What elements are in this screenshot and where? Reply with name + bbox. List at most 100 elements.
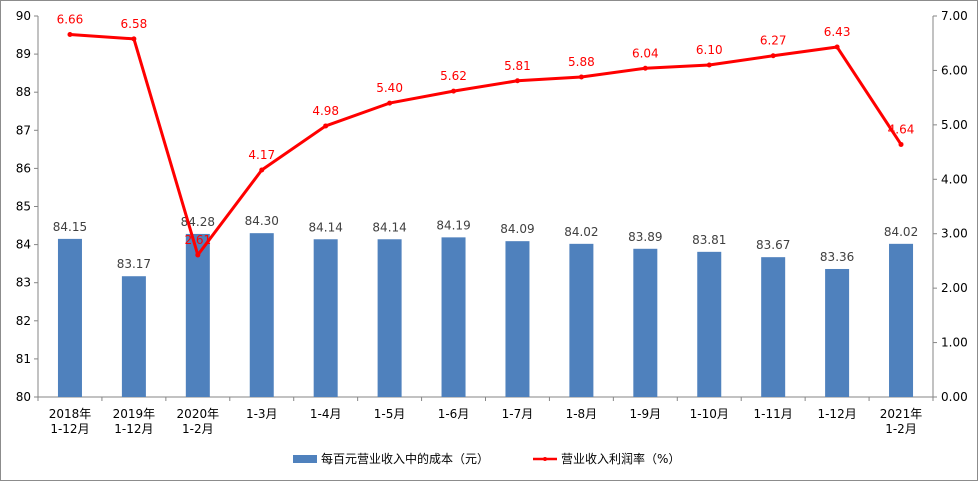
x-tick-label: 1-10月 <box>690 407 729 421</box>
line-data-label: 2.61 <box>184 233 211 247</box>
line-path <box>69 33 903 257</box>
bar <box>313 239 338 397</box>
y-left-tick-label: 82 <box>16 314 31 328</box>
y-left-tick-label: 80 <box>16 390 31 404</box>
line-point <box>898 141 904 147</box>
x-tick-label: 1-6月 <box>438 407 470 421</box>
y-left-tick-label: 86 <box>16 161 31 175</box>
bar <box>761 257 786 397</box>
bar-data-label: 84.02 <box>564 225 598 239</box>
bar-data-label: 84.14 <box>308 220 342 234</box>
bar <box>57 238 82 397</box>
line-data-label: 6.27 <box>760 34 787 48</box>
bar-data-label: 83.36 <box>820 250 854 264</box>
x-tick-label: 1-12月 <box>817 407 856 421</box>
line-point <box>770 53 776 59</box>
x-tick-label: 2018年 1-12月 <box>49 407 92 436</box>
x-tick-label: 1-7月 <box>502 407 534 421</box>
axes: 80 81 82 83 84 85 86 87 88 89 90 0.00 1.00 2.00 3.00 4.… <box>16 9 968 404</box>
legend-bar-swatch <box>293 455 317 463</box>
x-tick-label: 1-3月 <box>246 407 278 421</box>
y-right-tick-label: 4.00 <box>941 172 968 186</box>
y-left-tick-label: 84 <box>16 238 31 252</box>
line-data-label: 6.43 <box>824 25 851 39</box>
line-data-label: 6.10 <box>696 43 723 57</box>
line-point <box>195 252 201 258</box>
line-point <box>259 167 265 173</box>
bar-data-label: 83.67 <box>756 238 790 252</box>
bar <box>697 251 722 397</box>
line-point <box>642 65 648 71</box>
legend-bar-label: 每百元营业收入中的成本（元） <box>321 451 489 466</box>
line-point <box>67 32 73 38</box>
line-series <box>67 32 904 258</box>
x-tick-label: 2021年 1-2月 <box>880 407 923 436</box>
bar-data-label: 83.17 <box>117 257 151 271</box>
line-data-label: 5.40 <box>376 81 403 95</box>
bar-data-label: 84.14 <box>372 220 406 234</box>
x-tick-label: 2020年 1-2月 <box>177 407 220 436</box>
y-left-tick-label: 83 <box>16 276 31 290</box>
line-data-label: 5.62 <box>440 69 467 83</box>
line-data-label: 4.17 <box>248 148 275 162</box>
line-labels: 6.66 6.58 2.61 4.17 4.98 5.40 5.62 5.81 5.88 6.04… <box>57 13 915 247</box>
bar-data-label: 83.89 <box>628 230 662 244</box>
bar <box>825 268 850 397</box>
y-left-tick-label: 88 <box>16 85 31 99</box>
line-point <box>387 100 393 106</box>
bar <box>121 276 146 397</box>
x-tick-label: 1-8月 <box>566 407 598 421</box>
bar <box>633 248 658 397</box>
legend-line-label: 营业收入利润率（%） <box>561 451 680 466</box>
x-tick-label: 1-4月 <box>310 407 342 421</box>
y-right-tick-label: 7.00 <box>941 9 968 23</box>
bar <box>441 237 466 397</box>
bar <box>505 241 530 397</box>
bar-data-label: 84.15 <box>53 220 87 234</box>
y-left-tick-label: 87 <box>16 123 31 137</box>
x-tick-label: 2019年 1-12月 <box>113 407 156 436</box>
line-data-label: 4.98 <box>312 104 339 118</box>
line-point <box>323 123 329 129</box>
line-data-label: 6.04 <box>632 46 659 60</box>
line-data-label: 6.58 <box>121 17 148 31</box>
line-point <box>834 44 840 50</box>
legend-line-marker <box>543 457 547 461</box>
legend: 每百元营业收入中的成本（元） 营业收入利润率（%） <box>293 451 680 466</box>
x-tick-labels: 2018年 1-12月 2019年 1-12月 2020年 1-2月 1-3月 1-4月 1-5… <box>49 407 923 436</box>
x-tick-label: 1-9月 <box>630 407 662 421</box>
bar-data-label: 83.81 <box>692 233 726 247</box>
bar <box>569 243 594 397</box>
y-left-tick-label: 81 <box>16 352 31 366</box>
line-point <box>514 78 520 84</box>
bar-data-label: 84.02 <box>884 225 918 239</box>
line-data-label: 4.64 <box>888 122 915 136</box>
bar <box>249 233 274 397</box>
line-data-label: 5.88 <box>568 55 595 69</box>
line-point <box>706 62 712 68</box>
y-left-tick-label: 89 <box>16 47 31 61</box>
bar-data-label: 84.09 <box>500 222 534 236</box>
bar-data-label: 84.19 <box>436 218 470 232</box>
y-left-tick-label: 85 <box>16 200 31 214</box>
x-tick-label: 1-5月 <box>374 407 406 421</box>
line-data-label: 5.81 <box>504 59 531 73</box>
y-right-tick-label: 0.00 <box>941 390 968 404</box>
y-left-tick-label: 90 <box>16 9 31 23</box>
y-right-tick-label: 5.00 <box>941 118 968 132</box>
line-point <box>451 88 457 94</box>
bar <box>377 239 402 397</box>
line-point <box>131 36 137 42</box>
line-data-label: 6.66 <box>57 13 84 27</box>
bar <box>185 233 210 397</box>
y-right-tick-label: 6.00 <box>941 63 968 77</box>
line-point <box>578 74 584 80</box>
x-tick-label: 1-11月 <box>754 407 793 421</box>
bar-series <box>57 233 914 397</box>
y-right-tick-label: 1.00 <box>941 336 968 350</box>
bar-data-label: 84.30 <box>245 214 279 228</box>
y-right-tick-label: 3.00 <box>941 227 968 241</box>
bar <box>889 243 914 397</box>
